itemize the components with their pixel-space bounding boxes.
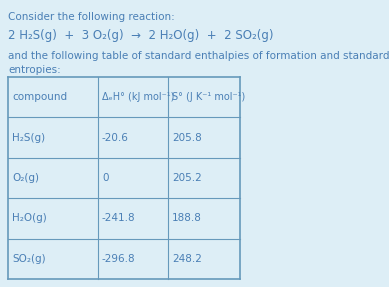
Text: 205.8: 205.8 [172, 133, 202, 143]
Text: 188.8: 188.8 [172, 214, 202, 223]
Text: 205.2: 205.2 [172, 173, 202, 183]
Text: 248.2: 248.2 [172, 254, 202, 264]
Text: O₂(g): O₂(g) [12, 173, 39, 183]
Text: H₂O(g): H₂O(g) [12, 214, 47, 223]
Text: H₂S(g): H₂S(g) [12, 133, 45, 143]
Text: compound: compound [12, 92, 67, 102]
Text: Consider the following reaction:: Consider the following reaction: [8, 12, 175, 22]
Text: ΔₑH° (kJ mol⁻¹): ΔₑH° (kJ mol⁻¹) [102, 92, 174, 102]
Text: -241.8: -241.8 [102, 214, 136, 223]
Bar [8, 77, 240, 279]
Text: -296.8: -296.8 [102, 254, 136, 264]
Text: SO₂(g): SO₂(g) [12, 254, 46, 264]
Text: 2 H₂S(g)  +  3 O₂(g)  →  2 H₂O(g)  +  2 SO₂(g): 2 H₂S(g) + 3 O₂(g) → 2 H₂O(g) + 2 SO₂(g) [8, 29, 273, 42]
Text: 0: 0 [102, 173, 109, 183]
Text: S° (J K⁻¹ mol⁻¹): S° (J K⁻¹ mol⁻¹) [172, 92, 245, 102]
Text: and the following table of standard enthalpies of formation and standard absolut: and the following table of standard enth… [8, 51, 389, 75]
Text: -20.6: -20.6 [102, 133, 129, 143]
